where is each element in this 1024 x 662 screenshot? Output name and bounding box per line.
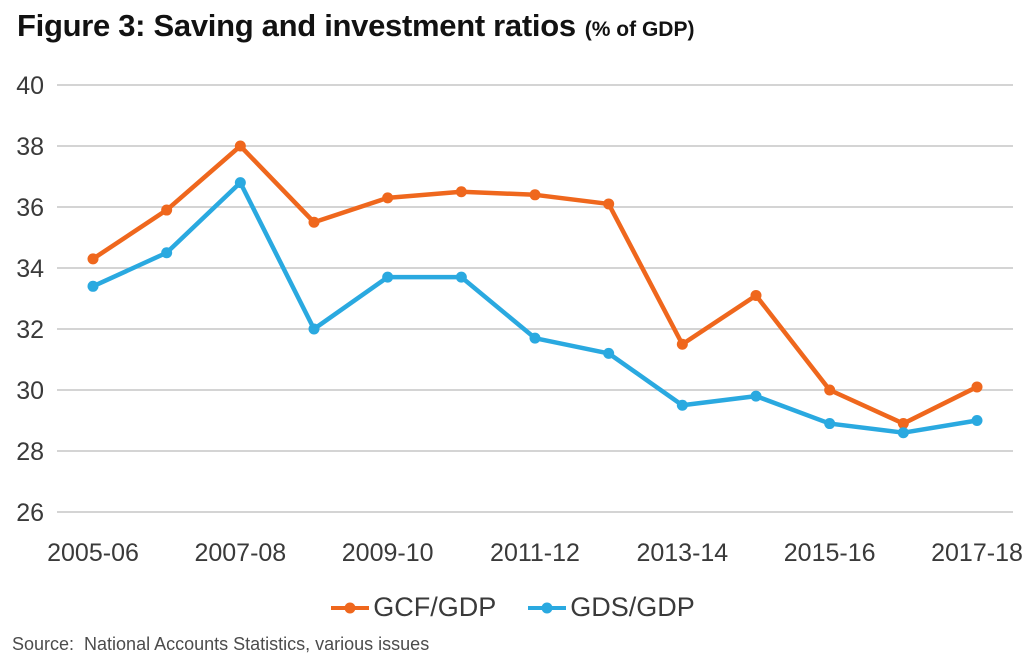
- legend-item-gds: GDS/GDP: [526, 592, 695, 623]
- data-point-gcf-gdp-2013-14: [676, 338, 688, 350]
- data-point-gcf-gdp-2010-11: [455, 186, 467, 198]
- y-tick-label-38: 38: [16, 133, 44, 161]
- data-point-gcf-gdp-2011-12: [529, 189, 541, 201]
- data-point-gds-gdp-2013-14: [676, 399, 688, 411]
- data-point-gcf-gdp-2017-18: [971, 381, 983, 393]
- data-point-gds-gdp-2012-13: [603, 347, 615, 359]
- data-point-gcf-gdp-2005-06: [87, 253, 99, 265]
- data-point-gcf-gdp-2012-13: [603, 198, 615, 210]
- data-point-gcf-gdp-2015-16: [824, 384, 836, 396]
- y-tick-label-30: 30: [16, 377, 44, 405]
- x-tick-label-2007-08: 2007-08: [194, 539, 286, 567]
- x-tick-label-2009-10: 2009-10: [342, 539, 434, 567]
- data-point-gcf-gdp-2006-07: [161, 204, 173, 216]
- x-tick-label-2011-12: 2011-12: [490, 539, 580, 567]
- series-line-gcf-gdp: [90, 143, 980, 426]
- data-point-gcf-gdp-2014-15: [750, 289, 762, 301]
- y-tick-label-28: 28: [16, 438, 44, 466]
- source-note: Source: National Accounts Statistics, va…: [12, 634, 430, 654]
- chart-legend: GCF/GDP GDS/GDP: [0, 592, 1024, 623]
- data-point-gcf-gdp-2008-09: [308, 216, 320, 228]
- legend-marker-gds-icon: [528, 602, 567, 613]
- chart-title-main: Figure 3: Saving and investment ratios: [17, 8, 576, 43]
- legend-marker-gcf-icon: [331, 602, 370, 613]
- data-point-gcf-gdp-2009-10: [382, 192, 394, 204]
- data-point-gds-gdp-2008-09: [308, 323, 320, 335]
- data-point-gds-gdp-2007-08: [234, 177, 246, 189]
- data-point-gds-gdp-2015-16: [824, 418, 836, 430]
- y-tick-label-26: 26: [16, 499, 44, 527]
- x-tick-label-2015-16: 2015-16: [784, 539, 876, 567]
- data-point-gcf-gdp-2016-17: [897, 418, 909, 430]
- data-point-gds-gdp-2014-15: [750, 390, 762, 402]
- y-tick-label-40: 40: [16, 72, 44, 100]
- data-point-gds-gdp-2009-10: [382, 271, 394, 283]
- data-point-gds-gdp-2017-18: [971, 415, 983, 426]
- y-tick-label-34: 34: [16, 255, 44, 283]
- y-tick-label-36: 36: [16, 194, 44, 222]
- data-point-gds-gdp-2010-11: [455, 271, 467, 283]
- legend-label-gcf: GCF/GDP: [373, 592, 497, 622]
- chart-title: Figure 3: Saving and investment ratios (%…: [17, 8, 694, 44]
- data-point-gds-gdp-2011-12: [529, 332, 541, 344]
- y-tick-label-32: 32: [16, 316, 44, 344]
- x-tick-label-2013-14: 2013-14: [636, 539, 728, 567]
- data-point-gds-gdp-2006-07: [161, 247, 173, 259]
- x-tick-label-2017-18: 2017-18: [931, 539, 1023, 567]
- data-point-gcf-gdp-2007-08: [234, 140, 246, 152]
- data-point-gds-gdp-2005-06: [87, 280, 99, 292]
- legend-label-gds: GDS/GDP: [570, 592, 695, 622]
- chart-title-suffix: (% of GDP): [584, 18, 695, 41]
- data-point-gds-gdp-2016-17: [897, 427, 909, 439]
- x-tick-label-2005-06: 2005-06: [47, 539, 139, 567]
- legend-item-gcf: GCF/GDP: [329, 592, 496, 623]
